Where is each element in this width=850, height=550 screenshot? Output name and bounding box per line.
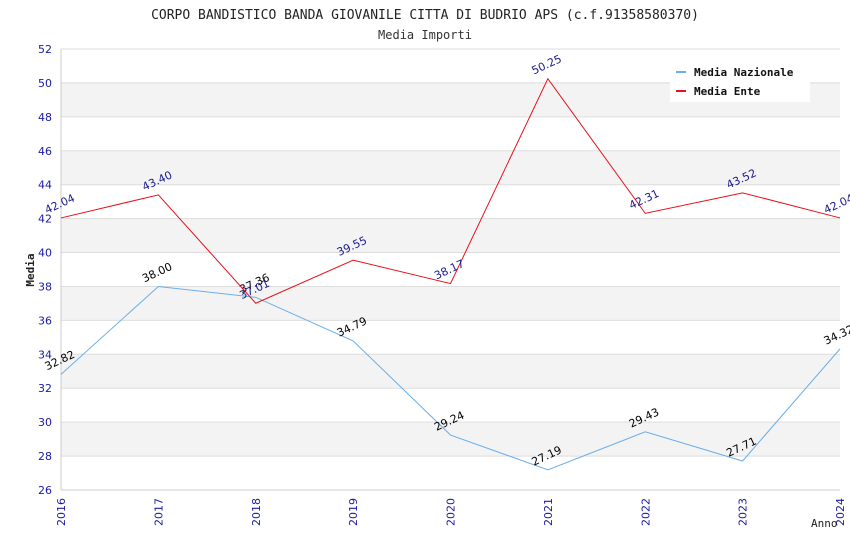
- y-tick-label: 44: [38, 179, 52, 192]
- y-tick-label: 36: [38, 314, 52, 327]
- y-tick-label: 28: [38, 450, 52, 463]
- x-axis-label: Anno: [811, 517, 838, 530]
- data-label: 38.17: [432, 257, 466, 282]
- data-label: 42.04: [822, 192, 850, 217]
- y-tick-label: 50: [38, 77, 52, 90]
- legend: Media Nazionale Media Ente: [670, 60, 810, 102]
- y-axis-label: Media: [24, 253, 37, 286]
- y-tick-label: 38: [38, 280, 52, 293]
- grid-band: [61, 354, 840, 389]
- data-label: 50.25: [530, 52, 564, 77]
- y-tick-label: 30: [38, 416, 52, 429]
- x-tick-label: 2017: [152, 498, 165, 526]
- y-tick-label: 48: [38, 111, 52, 124]
- data-label: 42.31: [627, 187, 661, 212]
- x-tick-labels: 2016 2017 2018 2019 2020 2021 2022 2023 2024: [55, 498, 847, 526]
- x-tick-label: 2019: [347, 498, 360, 526]
- y-tick-labels: 26 28 30 32 34 36 38 40 42 44 46 48 50 52: [38, 43, 52, 497]
- x-tick-label: 2018: [250, 498, 263, 526]
- grid-band: [61, 286, 840, 321]
- x-tick-label: 2021: [542, 498, 555, 526]
- y-tick-label: 26: [38, 484, 52, 497]
- chart-title: CORPO BANDISTICO BANDA GIOVANILE CITTA D…: [151, 8, 699, 23]
- y-tick-label: 34: [38, 348, 52, 361]
- legend-box: [670, 60, 810, 102]
- y-tick-label: 46: [38, 145, 52, 158]
- x-tick-label: 2023: [737, 498, 750, 526]
- legend-label: Media Ente: [694, 85, 761, 98]
- data-label: 38.00: [140, 260, 174, 285]
- series-line-media-nazionale: [60, 285, 841, 471]
- y-tick-label: 52: [38, 43, 52, 56]
- y-tick-label: 32: [38, 382, 52, 395]
- data-label: 42.04: [43, 192, 77, 217]
- x-tick-label: 2024: [834, 498, 847, 526]
- grid-band: [61, 218, 840, 253]
- chart-subtitle: Media Importi: [378, 28, 472, 42]
- x-tick-label: 2022: [639, 498, 652, 526]
- series-line-media-ente: [60, 77, 841, 304]
- grid-band: [61, 150, 840, 185]
- legend-label: Media Nazionale: [694, 66, 794, 79]
- x-tick-label: 2020: [445, 498, 458, 526]
- x-tick-label: 2016: [55, 498, 68, 526]
- y-tick-label: 42: [38, 213, 52, 226]
- y-tick-label: 40: [38, 247, 52, 260]
- grid-band: [61, 422, 840, 457]
- data-label: 34.32: [822, 323, 850, 348]
